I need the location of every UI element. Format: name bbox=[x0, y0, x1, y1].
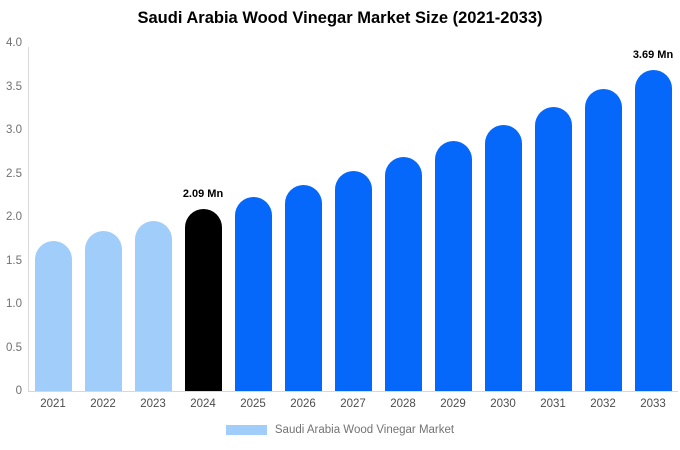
bar-2023[interactable] bbox=[134, 220, 172, 391]
bar-slot-2023: 2023 bbox=[128, 43, 178, 410]
bar-slot-2022: 2022 bbox=[78, 43, 128, 410]
x-tick-label-2025: 2025 bbox=[240, 398, 266, 410]
y-tick-label: 0 bbox=[15, 385, 22, 397]
bar-slot-2031: 2031 bbox=[528, 43, 578, 410]
bar-2025[interactable] bbox=[234, 197, 272, 391]
y-tick-label: 4.0 bbox=[6, 37, 22, 49]
bar-slot-2033: 3.69 Mn 2033 bbox=[628, 43, 678, 410]
x-tick-label-2023: 2023 bbox=[140, 398, 166, 410]
bar-2021[interactable] bbox=[34, 240, 72, 391]
bar-2028[interactable] bbox=[384, 157, 422, 391]
chart-title: Saudi Arabia Wood Vinegar Market Size (2… bbox=[137, 9, 543, 27]
bar-slot-2028: 2028 bbox=[378, 43, 428, 410]
bar-2027[interactable] bbox=[334, 170, 372, 391]
bar-2033[interactable] bbox=[634, 70, 672, 391]
y-tick-label: 1.5 bbox=[6, 254, 22, 267]
x-tick-label-2028: 2028 bbox=[390, 398, 416, 410]
bar-2031[interactable] bbox=[534, 107, 572, 391]
bar-slot-2029: 2029 bbox=[428, 43, 478, 410]
bar-2026[interactable] bbox=[284, 184, 322, 391]
y-tick-label: 3.0 bbox=[6, 124, 22, 136]
x-tick-label-2030: 2030 bbox=[490, 398, 516, 410]
x-tick-label-2029: 2029 bbox=[440, 398, 466, 410]
bar-2022[interactable] bbox=[84, 230, 122, 391]
y-tick-label: 2.0 bbox=[6, 211, 22, 223]
y-tick-label: 2.5 bbox=[6, 167, 22, 180]
x-tick-label-2022: 2022 bbox=[90, 398, 116, 410]
y-tick-label: 0.5 bbox=[6, 341, 22, 354]
bar-slot-2032: 2032 bbox=[578, 43, 628, 410]
x-tick-label-2033: 2033 bbox=[640, 398, 666, 410]
x-tick-label-2031: 2031 bbox=[540, 398, 566, 410]
bar-slot-2025: 2025 bbox=[228, 43, 278, 410]
bar-2030[interactable] bbox=[484, 124, 522, 391]
bar-2024[interactable] bbox=[184, 209, 222, 391]
plot-area: 2021 2022 2023 2.09 Mn 2024 2025 2026 2027 2028 2… bbox=[28, 43, 678, 410]
bar-2029[interactable] bbox=[434, 141, 472, 391]
bar-slot-2021: 2021 bbox=[28, 43, 78, 410]
x-tick-label-2027: 2027 bbox=[340, 398, 366, 410]
legend-label: Saudi Arabia Wood Vinegar Market bbox=[274, 424, 455, 436]
x-tick-label-2032: 2032 bbox=[590, 398, 616, 410]
bar-slot-2030: 2030 bbox=[478, 43, 528, 410]
x-tick-label-2026: 2026 bbox=[290, 398, 316, 410]
x-axis-line bbox=[28, 391, 678, 392]
legend-swatch bbox=[225, 425, 267, 435]
bar-slot-2026: 2026 bbox=[278, 43, 328, 410]
bar-2032[interactable] bbox=[584, 89, 622, 391]
y-axis: 0 0.5 1.0 1.5 2.0 2.5 3.0 3.5 4.0 bbox=[0, 0, 22, 450]
bar-value-label-2033: 3.69 Mn bbox=[632, 49, 674, 61]
y-tick-label: 1.0 bbox=[6, 298, 22, 310]
y-axis-line bbox=[28, 47, 29, 391]
bar-slot-2027: 2027 bbox=[328, 43, 378, 410]
x-tick-label-2021: 2021 bbox=[40, 398, 66, 410]
bar-value-label-2024: 2.09 Mn bbox=[182, 188, 224, 201]
x-tick-label-2024: 2024 bbox=[190, 398, 216, 410]
y-tick-label: 3.5 bbox=[6, 80, 22, 93]
legend-item[interactable]: Saudi Arabia Wood Vinegar Market bbox=[0, 424, 680, 436]
bar-slot-2024: 2.09 Mn 2024 bbox=[178, 43, 228, 410]
